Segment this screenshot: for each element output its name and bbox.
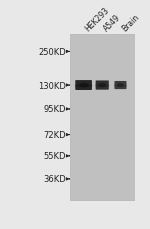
FancyBboxPatch shape: [114, 85, 127, 87]
Ellipse shape: [98, 84, 106, 88]
FancyBboxPatch shape: [114, 82, 126, 90]
Text: 250KD: 250KD: [38, 48, 66, 57]
FancyBboxPatch shape: [96, 81, 109, 90]
Text: 36KD: 36KD: [43, 175, 66, 184]
Text: A549: A549: [102, 13, 123, 34]
Text: 55KD: 55KD: [43, 152, 66, 161]
FancyBboxPatch shape: [95, 85, 109, 87]
FancyBboxPatch shape: [75, 81, 92, 91]
Ellipse shape: [117, 84, 124, 87]
Text: 130KD: 130KD: [38, 81, 66, 90]
Bar: [70, 35, 135, 200]
FancyBboxPatch shape: [75, 85, 92, 88]
Text: Brain: Brain: [120, 13, 141, 34]
Text: 95KD: 95KD: [43, 105, 66, 114]
Text: HEK293: HEK293: [83, 6, 111, 34]
Text: 72KD: 72KD: [43, 131, 66, 139]
Ellipse shape: [78, 83, 89, 88]
